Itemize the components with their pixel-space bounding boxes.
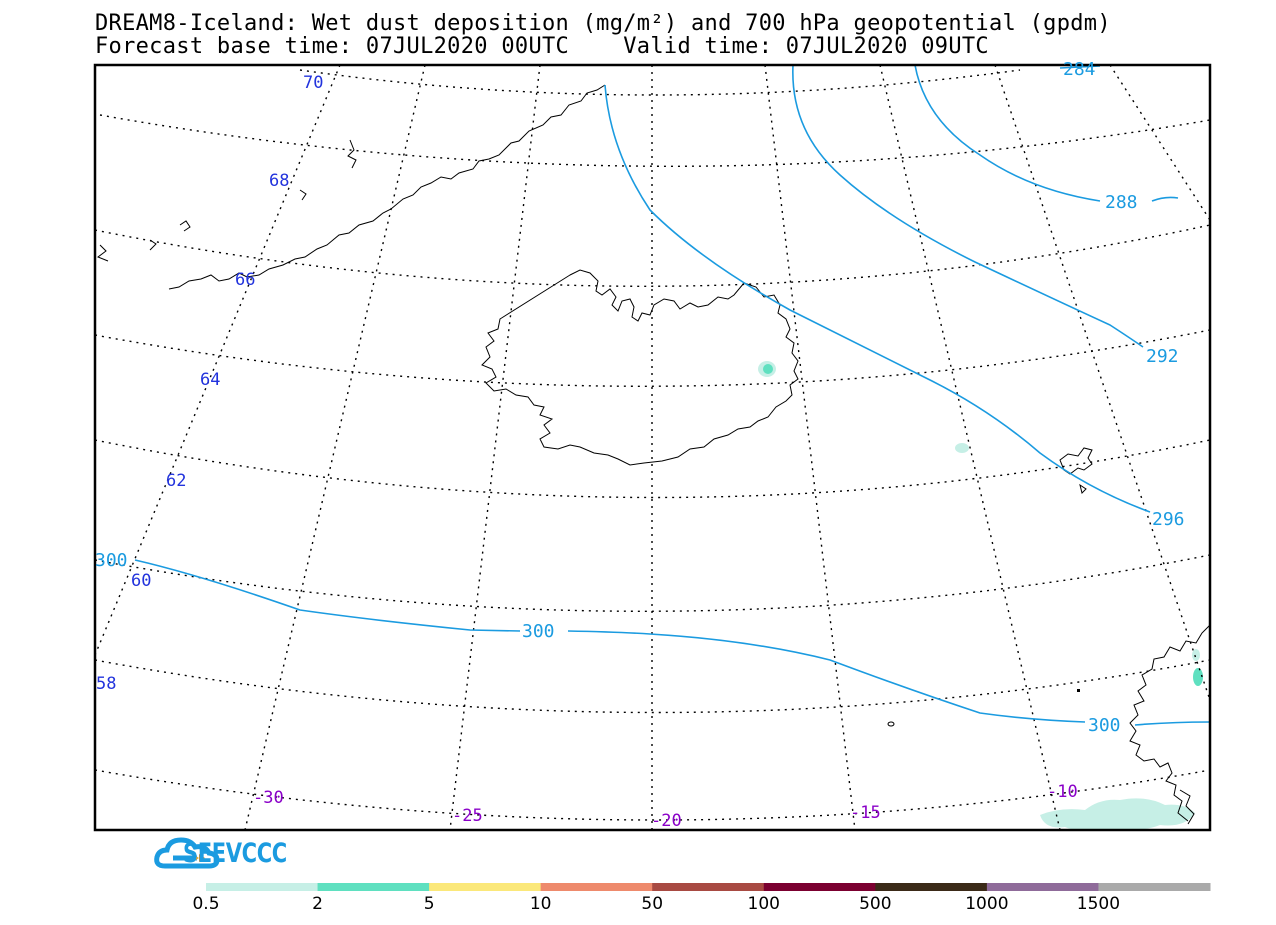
map-subtitle: Forecast base time: 07JUL2020 00UTC Vali…: [95, 34, 989, 59]
lat-label-66: 66: [235, 270, 255, 290]
colorbar-label: 100: [747, 894, 780, 914]
contour-300-left: [134, 559, 521, 632]
colorbar-label: 50: [641, 894, 664, 914]
colorbar-label: 2: [312, 894, 323, 914]
colorbar-swatch: [1098, 883, 1211, 891]
colorbar-label: 0.5: [192, 894, 220, 914]
colorbar-label: 1000: [965, 894, 1009, 914]
contour-label-300-right: 300: [1088, 715, 1121, 736]
lat-label-62: 62: [166, 471, 186, 491]
lon-label-minus30: -30: [253, 788, 284, 808]
contour-label-292: 292: [1146, 346, 1179, 367]
colorbar-swatch: [652, 883, 765, 891]
latitude-labels: 70 68 66 64 62 60 58: [96, 73, 323, 694]
lon-label-minus10: -10: [1047, 782, 1078, 802]
contour-label-288: 288: [1105, 192, 1138, 213]
map-title: DREAM8-Iceland: Wet dust deposition (mg/…: [95, 11, 1111, 36]
longitude-labels: -30 -25 -20 -15 -10: [253, 782, 1078, 831]
contour-300-right: [1134, 721, 1210, 726]
greenland-coast: [96, 84, 606, 290]
colorbar-swatch: [429, 883, 542, 891]
contour-label-296: 296: [1152, 509, 1185, 530]
colorbar-swatch: [540, 883, 653, 891]
latitude-lines: [95, 69, 1210, 821]
lon-label-minus25: -25: [452, 806, 483, 826]
longitude-lines: [95, 65, 1210, 830]
dust-deposition-patches: [758, 361, 1203, 830]
contour-292: [792, 65, 1144, 348]
contour-300-mid: [567, 630, 1086, 723]
colorbar-label: 1500: [1076, 894, 1121, 914]
lat-label-60: 60: [131, 571, 151, 591]
lon-label-minus20: -20: [651, 811, 682, 831]
lon-label-minus15: -15: [850, 803, 881, 823]
logo-text: SEEVCCC: [183, 838, 287, 869]
colorbar-swatch: [763, 883, 876, 891]
lat-label-58: 58: [96, 674, 116, 694]
colorbar-swatch: [317, 883, 430, 891]
map-area: [95, 65, 1210, 830]
colorbar-label: 5: [423, 894, 435, 914]
colorbar-swatch: [206, 883, 319, 891]
geopotential-contours: [134, 65, 1210, 726]
cloud-logo-icon: [154, 837, 220, 869]
contour-288: [914, 65, 1179, 202]
contour-label-284: 284: [1063, 59, 1096, 80]
contour-labels: 284 288 292 296 300 300 300: [95, 59, 1185, 736]
map-frame: [93, 63, 1212, 832]
colorbar-label: 500: [859, 894, 892, 914]
lat-label-64: 64: [200, 370, 220, 390]
lat-label-68: 68: [269, 171, 289, 191]
colorbar: [206, 883, 1211, 891]
scotland-coast: [1129, 624, 1210, 825]
colorbar-swatch: [986, 883, 1099, 891]
iceland-coast: [481, 269, 799, 466]
colorbar-swatch: [875, 883, 988, 891]
coastlines: [96, 84, 1210, 825]
contour-label-300-mid: 300: [522, 621, 555, 642]
contour-296: [604, 84, 1151, 513]
lat-label-70: 70: [303, 73, 323, 93]
colorbar-label: 10: [529, 894, 552, 914]
contour-label-300-left: 300: [95, 550, 128, 571]
